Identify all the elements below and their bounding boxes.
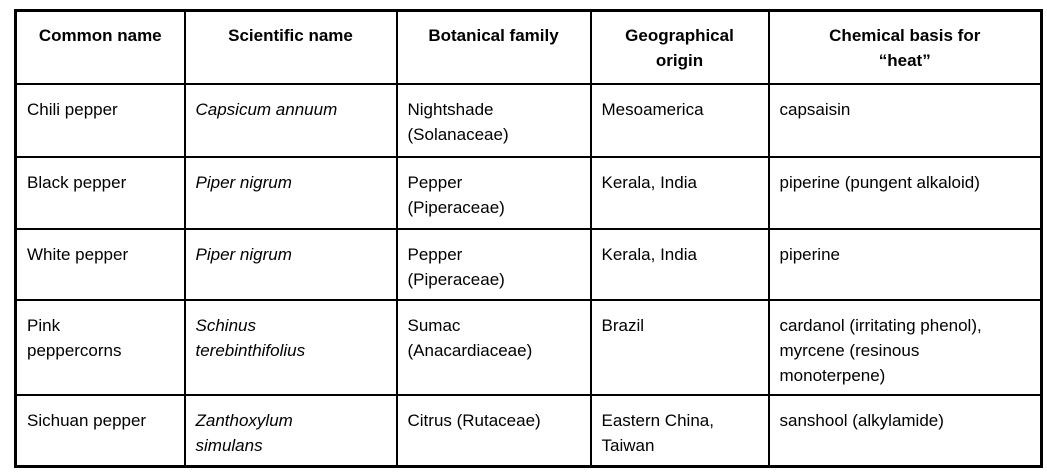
cell-chemical-basis: sanshool (alkylamide)	[767, 393, 1043, 468]
cell-geographical-origin: Eastern China, Taiwan	[589, 393, 770, 468]
header-row: Common name Scientific name Botanical fa…	[14, 9, 1043, 85]
col-header-geographical-origin: Geographical origin	[589, 9, 770, 85]
cell-scientific-name: Schinus terebinthifolius	[183, 298, 398, 396]
table-row-black-pepper: Black pepper Piper nigrum Pepper (Pipera…	[14, 155, 1043, 230]
cell-botanical-family: Pepper (Piperaceae)	[395, 227, 592, 301]
col-header-botanical-family: Botanical family	[395, 9, 592, 85]
col-header-chemical-basis: Chemical basis for “heat”	[767, 9, 1043, 85]
cell-common-name: Sichuan pepper	[14, 393, 186, 468]
cell-botanical-family: Pepper (Piperaceae)	[395, 155, 592, 230]
table-row-white-pepper: White pepper Piper nigrum Pepper (Pipera…	[14, 227, 1043, 301]
col-header-scientific-name: Scientific name	[183, 9, 398, 85]
cell-chemical-basis: cardanol (irritating phenol), myrcene (r…	[767, 298, 1043, 396]
cell-common-name: Chili pepper	[14, 82, 186, 158]
cell-chemical-basis: piperine	[767, 227, 1043, 301]
cell-botanical-family: Sumac (Anacardiaceae)	[395, 298, 592, 396]
cell-common-name: Black pepper	[14, 155, 186, 230]
cell-common-name: Pink peppercorns	[14, 298, 186, 396]
cell-scientific-name: Capsicum annuum	[183, 82, 398, 158]
cell-scientific-name: Piper nigrum	[183, 227, 398, 301]
cell-geographical-origin: Mesoamerica	[589, 82, 770, 158]
pepper-comparison-table: Common name Scientific name Botanical fa…	[14, 9, 1043, 468]
cell-geographical-origin: Kerala, India	[589, 155, 770, 230]
cell-geographical-origin: Brazil	[589, 298, 770, 396]
cell-botanical-family: Nightshade (Solanaceae)	[395, 82, 592, 158]
table-row-sichuan-pepper: Sichuan pepper Zanthoxylum simulans Citr…	[14, 393, 1043, 468]
table-row-pink-peppercorns: Pink peppercorns Schinus terebinthifoliu…	[14, 298, 1043, 396]
cell-common-name: White pepper	[14, 227, 186, 301]
table-row-chili-pepper: Chili pepper Capsicum annuum Nightshade …	[14, 82, 1043, 158]
cell-botanical-family: Citrus (Rutaceae)	[395, 393, 592, 468]
cell-chemical-basis: capsaisin	[767, 82, 1043, 158]
cell-geographical-origin: Kerala, India	[589, 227, 770, 301]
cell-scientific-name: Zanthoxylum simulans	[183, 393, 398, 468]
cell-chemical-basis: piperine (pungent alkaloid)	[767, 155, 1043, 230]
col-header-common-name: Common name	[14, 9, 186, 85]
cell-scientific-name: Piper nigrum	[183, 155, 398, 230]
